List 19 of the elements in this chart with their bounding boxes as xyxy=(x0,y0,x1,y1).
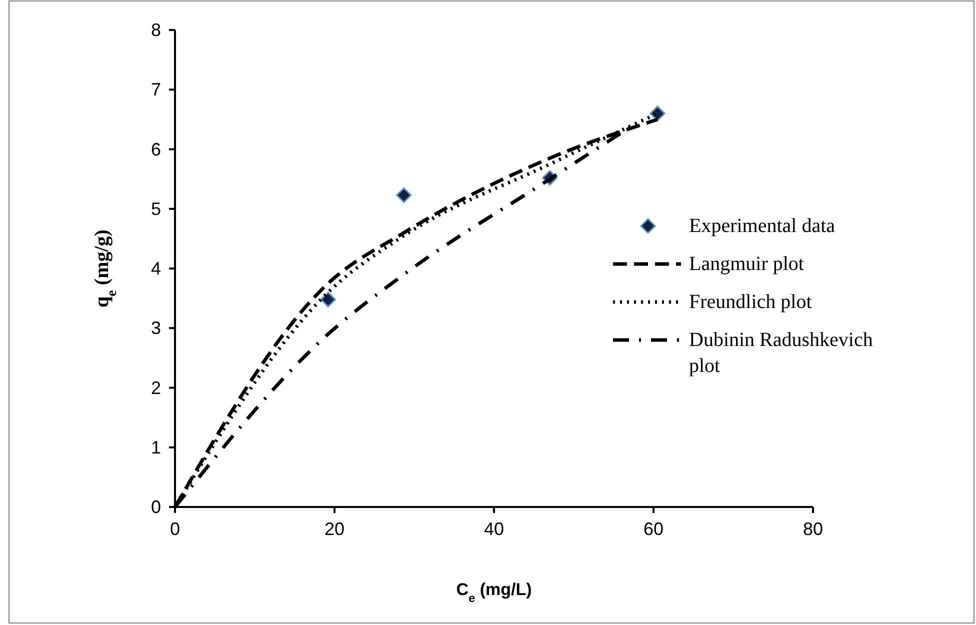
y-tick-label: 4 xyxy=(150,258,161,278)
y-tick-label: 3 xyxy=(150,318,161,338)
x-axis-title: C$_{e}$ (mg/L) xyxy=(456,580,532,605)
x-tick-label: 60 xyxy=(643,519,664,539)
legend-label: Experimental data xyxy=(689,215,836,237)
y-tick-label: 0 xyxy=(150,497,161,517)
y-tick-label: 7 xyxy=(150,80,161,100)
y-tick-label: 1 xyxy=(150,437,161,458)
y-tick-label: 5 xyxy=(150,198,161,219)
y-tick-label: 2 xyxy=(150,378,161,398)
x-tick-label: 40 xyxy=(484,519,504,539)
legend-label: Dubinin Radushkevich plot xyxy=(689,329,873,377)
x-tick-label: 20 xyxy=(324,519,345,539)
y-tick-label: 6 xyxy=(150,139,161,160)
x-tick-label: 80 xyxy=(802,519,824,539)
y-tick-label: 8 xyxy=(150,20,161,40)
legend-label: Freundlich plot xyxy=(689,291,812,313)
legend-label: Langmuir plot xyxy=(689,253,804,275)
x-tick-label: 0 xyxy=(170,519,180,539)
